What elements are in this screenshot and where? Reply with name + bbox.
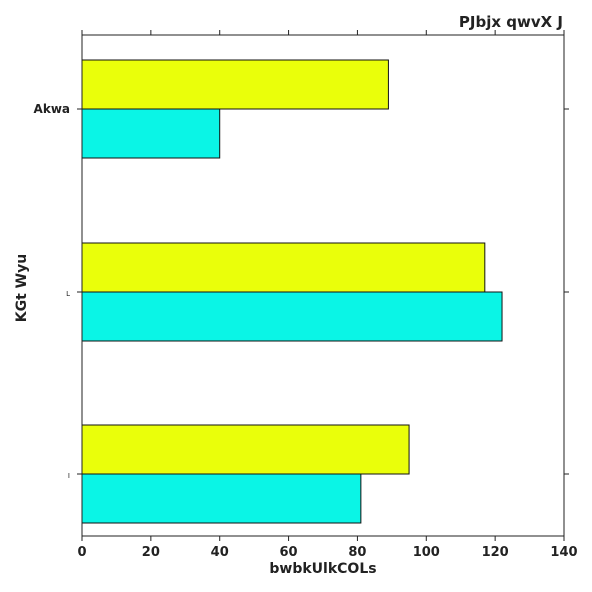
bar-series2-0 xyxy=(81,108,221,159)
x-tick-label-2: 40 xyxy=(211,545,229,560)
bar-series1-0 xyxy=(81,59,389,110)
x-tick-label-4: 80 xyxy=(348,545,366,560)
x-tick-label-6: 120 xyxy=(482,545,509,560)
x-tick-label-3: 60 xyxy=(280,545,298,560)
x-tick-label-5: 100 xyxy=(413,545,440,560)
bar-series1-2 xyxy=(81,424,410,475)
bar-series2-1 xyxy=(81,291,503,342)
y-tick-label-1: L xyxy=(66,290,70,298)
x-tick-label-0: 0 xyxy=(77,545,86,560)
plot-frame xyxy=(81,34,565,537)
chart-marks: 0 20 40 60 80 100 120 140 Akwa L I xyxy=(34,30,578,560)
x-axis-label: bwbkUlkCOLs xyxy=(269,561,376,577)
y-tick-label-0: Akwa xyxy=(34,102,70,116)
x-tick-label-7: 140 xyxy=(550,545,577,560)
chart-title: PJbjx qwvX J xyxy=(459,13,563,31)
y-axis-label: KGt Wyu xyxy=(14,254,30,322)
x-tick-label-1: 20 xyxy=(142,545,160,560)
bar-series2-2 xyxy=(81,473,362,524)
y-tick-label-2: I xyxy=(68,472,70,480)
bar-series1-1 xyxy=(81,242,486,293)
